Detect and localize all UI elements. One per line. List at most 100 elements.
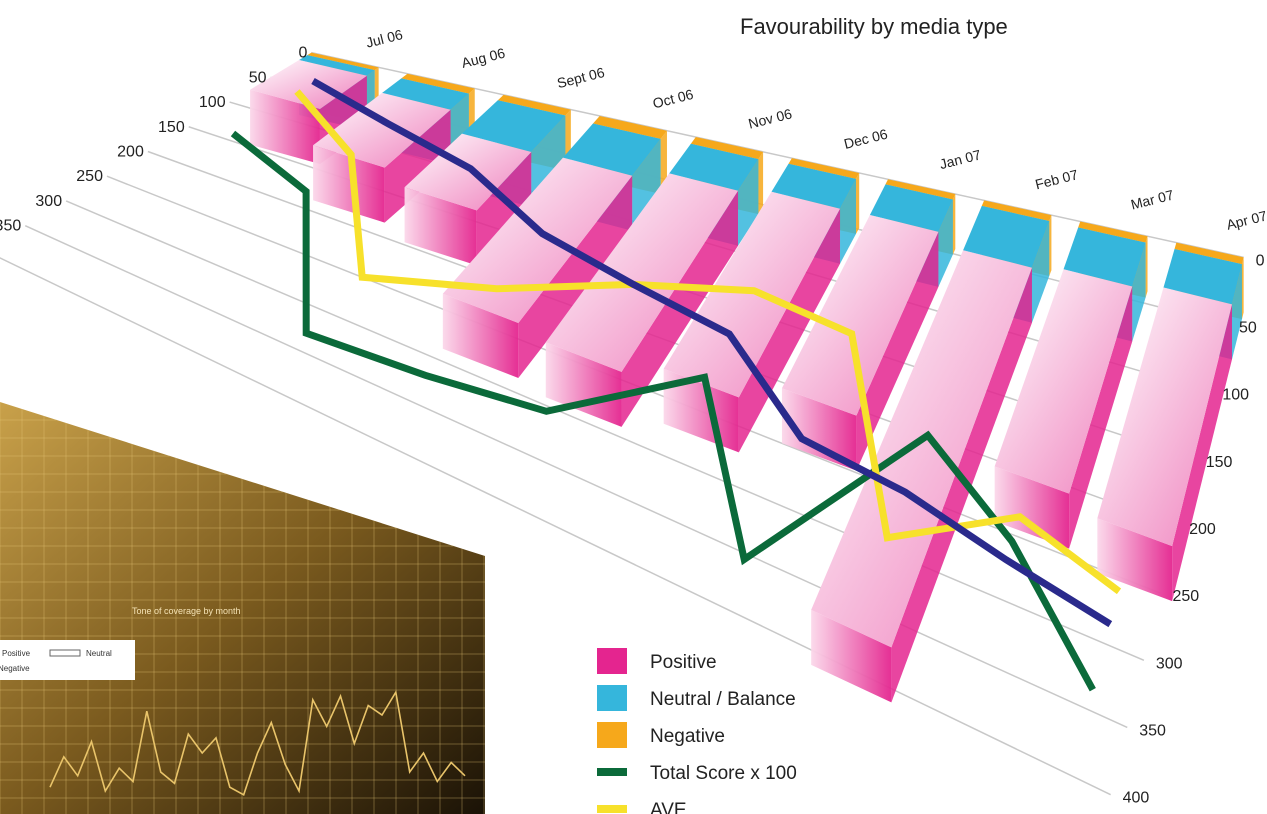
month-label: Apr 07 bbox=[1225, 207, 1267, 233]
bar-positive bbox=[781, 214, 939, 471]
bar-positive-front bbox=[1097, 518, 1173, 602]
bar-positive bbox=[1097, 287, 1233, 602]
left-tick-label: 300 bbox=[35, 193, 62, 210]
bar-neutral-top bbox=[669, 143, 759, 191]
line-layer bbox=[230, 77, 1122, 692]
inset-legend-box bbox=[0, 640, 135, 680]
bar-neutral-top bbox=[562, 123, 661, 176]
inset-legend-negative: Negative bbox=[0, 664, 30, 673]
bar-positive-side bbox=[1069, 286, 1133, 549]
chart-title: Favourability by media type bbox=[740, 14, 1008, 39]
bar-positive-front bbox=[781, 388, 857, 471]
bar-positive-top bbox=[1097, 287, 1233, 547]
left-tick-label: 0 bbox=[298, 45, 307, 62]
bar-positive-side bbox=[384, 109, 451, 223]
bar-positive-front bbox=[994, 466, 1070, 549]
bar-neutral-side bbox=[738, 159, 759, 246]
left-tick-label: 150 bbox=[158, 119, 185, 136]
right-tick-label: 150 bbox=[1206, 454, 1233, 471]
bar-positive-side bbox=[856, 231, 939, 471]
left-tick-label: 250 bbox=[76, 168, 103, 185]
bar-neutral-side bbox=[1031, 221, 1050, 323]
bar-negative-top bbox=[1174, 242, 1244, 265]
bar-positive-front bbox=[663, 368, 739, 453]
grid-line bbox=[0, 257, 1111, 796]
month-label: Oct 06 bbox=[651, 86, 695, 112]
bar-negative-side bbox=[1241, 257, 1244, 320]
legend-line-swatch bbox=[597, 805, 627, 813]
inset-legend-neutral-swatch bbox=[49, 649, 81, 657]
right-tick-label: 250 bbox=[1173, 588, 1200, 605]
bar-positive bbox=[811, 250, 1032, 703]
bar-negative-side bbox=[952, 194, 956, 255]
right-tick-label: 100 bbox=[1222, 387, 1249, 404]
bar-negative-top bbox=[307, 52, 379, 71]
bar-negative-top bbox=[593, 115, 667, 139]
bar-negative-top bbox=[401, 73, 475, 94]
bar-neutral-top bbox=[1063, 227, 1146, 287]
bar-positive-top bbox=[663, 191, 841, 398]
bar-positive-top bbox=[994, 269, 1133, 494]
bar-neutral-top bbox=[869, 184, 953, 232]
bar-positive bbox=[442, 157, 633, 378]
bar-negative-side bbox=[1049, 215, 1052, 277]
legend-item: Total Score x 100 bbox=[597, 763, 797, 784]
legend-label: Total Score x 100 bbox=[650, 763, 797, 784]
bar-positive-top bbox=[250, 60, 367, 110]
bar-neutral-top bbox=[963, 205, 1050, 268]
bar-positive-front bbox=[250, 89, 320, 165]
legend-item: AVE bbox=[597, 800, 687, 814]
bar-neutral-top bbox=[382, 78, 469, 110]
legend: Positive Neutral / Balance Negative Total S… bbox=[597, 648, 797, 814]
bar-positive-front bbox=[313, 145, 385, 223]
legend-label: Negative bbox=[650, 726, 725, 747]
month-label: Aug 06 bbox=[460, 45, 507, 71]
legend-label: Positive bbox=[650, 652, 717, 673]
legend-item: Negative bbox=[597, 722, 725, 748]
blue-trend-line bbox=[311, 77, 1113, 628]
bar-negative-side bbox=[660, 130, 667, 194]
right-tick-label: 300 bbox=[1156, 655, 1183, 672]
bar-negative-side bbox=[758, 151, 764, 215]
bar-negative-top bbox=[690, 137, 764, 160]
left-tick-label: 100 bbox=[199, 94, 226, 111]
month-label: Nov 06 bbox=[747, 105, 794, 131]
bar-neutral-side bbox=[1232, 264, 1242, 360]
inset-grid bbox=[0, 402, 485, 814]
bar-positive-front bbox=[545, 342, 622, 427]
total-score-line bbox=[230, 130, 1096, 692]
month-label: Feb 07 bbox=[1033, 166, 1079, 192]
bar-neutral-side bbox=[1132, 242, 1146, 342]
right-tick-label: 0 bbox=[1256, 252, 1265, 269]
bar-positive-front bbox=[442, 293, 519, 378]
inset-title: Tone of coverage by month bbox=[132, 606, 241, 616]
bar-positive-top bbox=[404, 133, 532, 211]
left-tick-label: 50 bbox=[249, 69, 267, 86]
right-tick-label: 350 bbox=[1139, 722, 1166, 739]
legend-item: Positive bbox=[597, 648, 717, 674]
bar-negative-side bbox=[855, 172, 860, 234]
bar-neutral-top bbox=[299, 55, 375, 76]
bar-positive bbox=[994, 269, 1133, 549]
bar-positive-top bbox=[442, 157, 633, 323]
bar-negative-top bbox=[981, 200, 1052, 222]
legend-swatch bbox=[597, 685, 627, 711]
bar-neutral-side bbox=[632, 138, 661, 231]
left-tick-label: 350 bbox=[0, 218, 21, 235]
bar-positive bbox=[663, 191, 841, 453]
month-label: Sept 06 bbox=[555, 64, 606, 91]
bar-negative-top bbox=[497, 94, 571, 116]
legend-label: Neutral / Balance bbox=[650, 689, 796, 710]
bar-neutral-side bbox=[938, 199, 953, 287]
legend-label: AVE bbox=[650, 800, 687, 814]
grid-line bbox=[65, 200, 1145, 662]
month-label: Jan 07 bbox=[938, 146, 983, 172]
bar-positive-top bbox=[811, 250, 1032, 648]
inset-series-line bbox=[49, 689, 466, 796]
bar-positive-top bbox=[781, 214, 939, 416]
bar-positive-side bbox=[476, 151, 532, 266]
bar-positive-side bbox=[518, 175, 633, 378]
bar-neutral-top bbox=[1163, 249, 1242, 305]
